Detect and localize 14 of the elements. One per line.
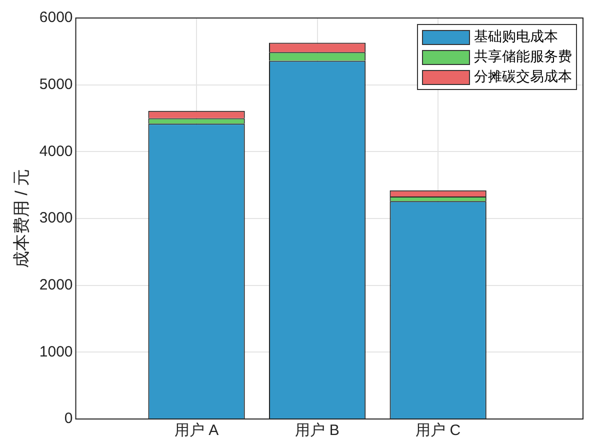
y-tick-label: 4000 [39,142,73,160]
x-tick-label: 用户 B [295,422,340,440]
y-tick-label: 2000 [39,276,73,294]
legend-label: 分摊碳交易成本 [474,68,572,86]
y-tick-label: 6000 [39,9,73,26]
legend-label: 共享储能服务费 [474,48,572,66]
x-tick-label: 用户 A [174,422,219,440]
y-tick-label: 3000 [39,210,73,227]
y-tick-label: 1000 [39,343,73,360]
y-axis-title: 成本费用 / 元 [12,168,31,268]
y-tick-label: 5000 [39,76,73,93]
legend-label: 基础购电成本 [474,28,558,46]
x-tick-label: 用户 C [416,422,461,440]
y-tick-label: 0 [64,410,73,428]
